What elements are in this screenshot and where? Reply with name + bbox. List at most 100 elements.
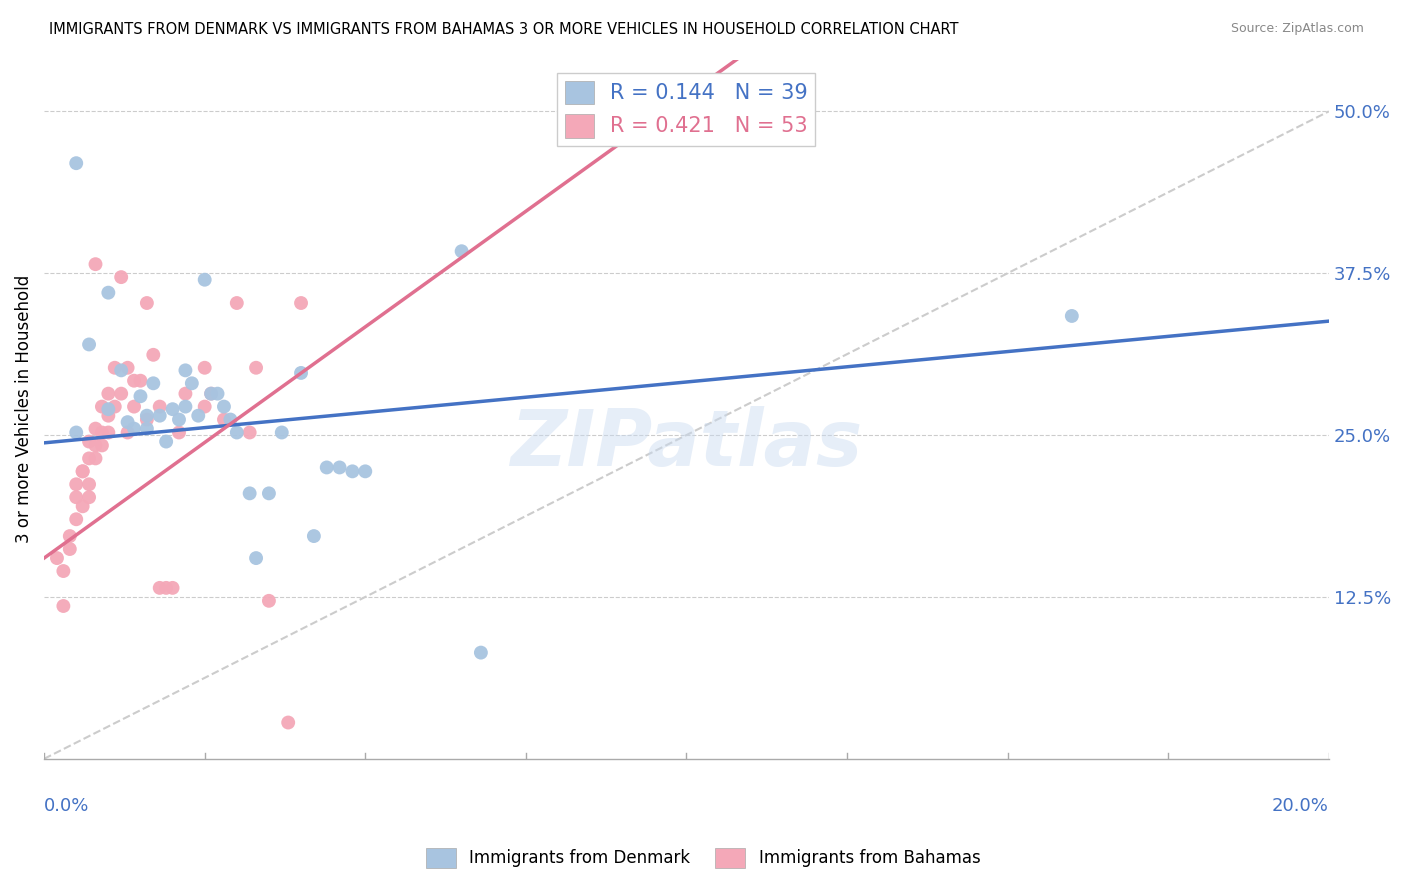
Point [97,425,120,440]
Point [97,409,120,423]
Point [354,464,377,478]
Point [174,400,197,414]
Legend: Immigrants from Denmark, Immigrants from Bahamas: Immigrants from Denmark, Immigrants from… [419,841,987,875]
Point [149,581,172,595]
Point [245,551,267,566]
Point [72,464,94,478]
Point [290,366,312,380]
Point [90,400,112,414]
Point [135,422,157,436]
Point [77,434,100,449]
Point [225,425,247,440]
Point [290,296,312,310]
Point [212,400,235,414]
Point [59,542,82,557]
Point [117,360,139,375]
Point [149,409,172,423]
Point [155,434,177,449]
Point [110,386,132,401]
Point [470,646,492,660]
Point [97,285,120,300]
Point [65,156,87,170]
Point [117,415,139,429]
Point [90,438,112,452]
Point [315,460,337,475]
Point [142,376,165,391]
Point [187,409,209,423]
Point [180,376,202,391]
Point [342,464,364,478]
Point [129,374,152,388]
Point [84,451,107,466]
Point [245,360,267,375]
Point [110,363,132,377]
Text: ZIPatlas: ZIPatlas [510,406,862,483]
Point [104,400,127,414]
Point [84,438,107,452]
Point [135,409,157,423]
Point [52,599,75,613]
Point [302,529,325,543]
Point [59,529,82,543]
Point [225,296,247,310]
Point [104,360,127,375]
Point [149,400,172,414]
Point [122,400,145,414]
Point [207,386,229,401]
Point [72,464,94,478]
Point [200,386,222,401]
Point [97,386,120,401]
Point [84,257,107,271]
Point [239,425,262,440]
Point [174,386,197,401]
Point [194,360,217,375]
Point [142,348,165,362]
Point [65,512,87,526]
Point [77,337,100,351]
Point [122,374,145,388]
Point [97,402,120,417]
Point [77,490,100,504]
Point [65,477,87,491]
Point [72,500,94,514]
Point [194,273,217,287]
Text: IMMIGRANTS FROM DENMARK VS IMMIGRANTS FROM BAHAMAS 3 OR MORE VEHICLES IN HOUSEHO: IMMIGRANTS FROM DENMARK VS IMMIGRANTS FR… [49,22,959,37]
Point [174,363,197,377]
Point [270,425,292,440]
Point [84,422,107,436]
Point [1060,309,1083,323]
Point [167,412,190,426]
Point [239,486,262,500]
Point [219,412,242,426]
Point [167,425,190,440]
Point [257,486,280,500]
Point [46,551,69,566]
Point [162,581,184,595]
Point [135,412,157,426]
Point [65,490,87,504]
Point [450,244,472,259]
Text: Source: ZipAtlas.com: Source: ZipAtlas.com [1230,22,1364,36]
Point [117,425,139,440]
Point [65,425,87,440]
Point [110,270,132,285]
Y-axis label: 3 or more Vehicles in Household: 3 or more Vehicles in Household [15,275,32,543]
Point [77,451,100,466]
Point [277,715,299,730]
Text: 20.0%: 20.0% [1272,797,1329,815]
Point [122,422,145,436]
Point [135,296,157,310]
Point [162,402,184,417]
Point [257,594,280,608]
Point [52,564,75,578]
Legend: R = 0.144   N = 39, R = 0.421   N = 53: R = 0.144 N = 39, R = 0.421 N = 53 [557,73,815,145]
Point [329,460,352,475]
Point [200,386,222,401]
Point [129,389,152,403]
Point [155,581,177,595]
Point [194,400,217,414]
Point [77,477,100,491]
Point [90,425,112,440]
Text: 0.0%: 0.0% [44,797,90,815]
Point [212,412,235,426]
